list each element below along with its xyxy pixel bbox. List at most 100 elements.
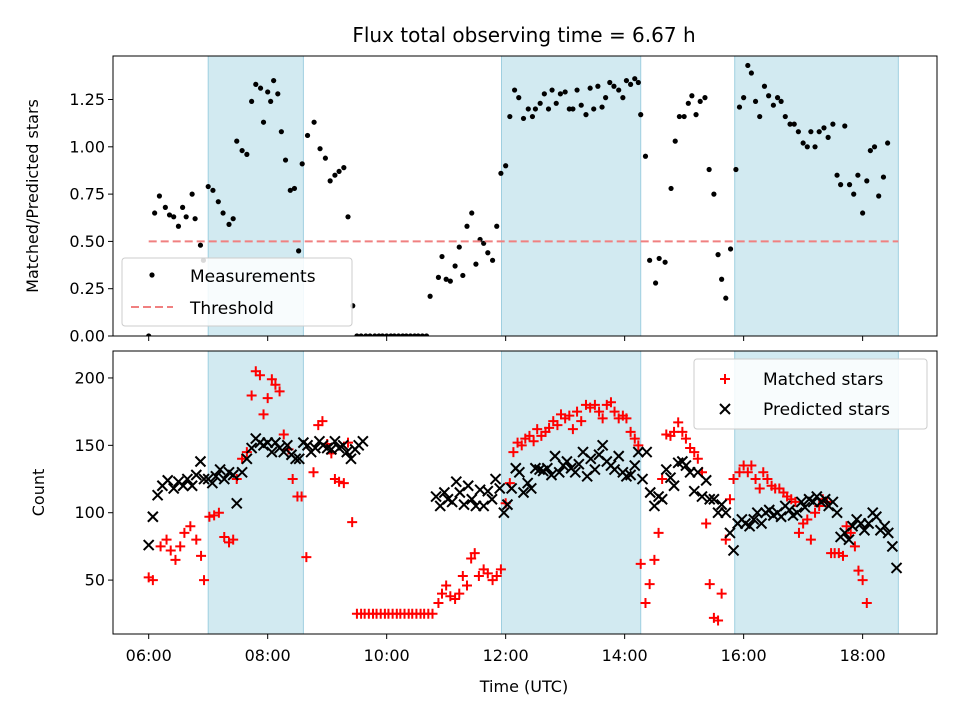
predicted-star-point [720,507,732,519]
predicted-star-point [882,527,894,539]
measurement-point [825,134,831,140]
matched-star-point [754,483,765,494]
matched-star-point [633,440,644,451]
measurement-point [244,151,250,157]
measurement-point [311,119,317,125]
measurement-point [791,121,797,127]
matched-star-point [689,447,700,458]
predicted-star-point [329,435,341,447]
predicted-star-point [664,471,677,484]
measurement-point [166,212,173,218]
predicted-star-point [708,493,720,505]
legend-label-threshold: Threshold [189,299,274,319]
matched-star-point [597,413,608,424]
measurement-point [341,165,347,171]
matched-star-point [491,571,502,582]
predicted-star-point [791,507,803,519]
measurement-point [226,221,232,227]
predicted-star-point [218,473,230,485]
matched-star-point [254,370,265,381]
measurement-point [800,140,806,146]
measurement-point [770,102,776,108]
measurement-point [871,144,878,150]
measurement-point [447,278,453,284]
measurement-point [635,79,641,86]
measurement-point [607,79,613,86]
predicted-star-point [513,466,526,478]
matched-star-point [677,426,688,437]
measurement-point [685,100,691,106]
matched-star-point [450,593,461,604]
measurement-point [532,106,539,112]
matched-star-point [516,440,527,451]
matched-star-point [621,413,632,424]
predicted-star-point [545,469,558,481]
matched-star-point [589,399,600,410]
predicted-star-point [632,446,645,458]
measurement-point [152,210,158,216]
measurement-point [668,185,674,192]
measurement-point [741,95,747,101]
measurement-point [711,191,717,197]
measurement-point [419,333,425,336]
measurement-point [452,263,458,269]
predicted-star-point [198,473,210,485]
measurement-point [473,261,479,267]
predicted-star-point [177,480,189,492]
legend-box [693,358,928,430]
matched-star-point [301,552,312,563]
matched-star-point [270,379,281,390]
predicted-star-point [341,446,353,458]
matched-star-point [845,527,856,538]
measurement-point [358,333,364,336]
predicted-star-point [517,486,530,499]
matched-star-point [673,417,684,428]
predicted-star-point [886,540,899,553]
measurement-point [693,112,699,118]
predicted-star-point [656,493,668,505]
legend: Measurements Threshold [121,257,353,327]
matched-star-point [237,453,248,464]
measurement-point [656,255,662,262]
measurement-point [537,100,543,106]
counts-panel: 50 100 150 200 06:00 08:00 10:00 12:00 14:00 16:0… [29,350,938,665]
matched-star-point [308,467,319,478]
measurement-point [647,257,653,263]
predicted-star-point [181,473,194,485]
measurement-point [774,95,781,101]
measurement-point [354,333,360,336]
measurement-point [595,83,601,89]
measurement-point [278,129,284,135]
measurement-point [268,98,274,105]
measurement-point [407,333,414,336]
chart-title: Flux total observing time = 6.67 h [352,23,695,47]
y-tick-label: 150 [74,436,105,455]
axes-frame [112,350,938,635]
predicted-star-point [795,496,808,508]
matched-star-point [179,527,190,538]
predicted-star-point [266,446,278,458]
predicted-star-point [477,500,490,512]
measurement-point [498,170,504,176]
predicted-star-point [278,446,290,458]
legend-label-predicted: Predicted stars [763,400,890,420]
matched-star-point [657,474,668,485]
measurement-point [322,155,328,161]
x-tick-label: 10:00 [364,646,410,665]
y-tick-label: 200 [74,368,105,387]
matched-star-point [742,467,753,478]
measurement-point [681,113,687,120]
matched-star-point [508,447,519,458]
measurement-point [183,214,189,220]
predicted-star-point [799,501,811,514]
matched-star-point [849,541,860,552]
measurement-point [162,204,168,210]
matched-star-point [185,521,196,532]
predicted-star-point [644,486,656,499]
matched-star-point [728,474,739,485]
matched-star-point [441,580,452,591]
measurement-point [192,216,198,222]
measurement-point [578,102,584,108]
matched-star-point [246,390,257,401]
predicted-star-point [454,486,466,499]
